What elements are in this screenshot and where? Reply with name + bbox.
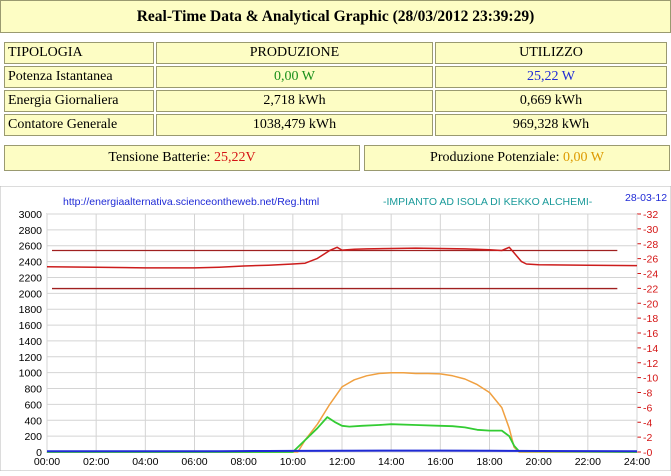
y-left-tick-label: 200 (24, 431, 42, 443)
chart-thresholds (52, 249, 618, 290)
y-right-tick-label: -4 (643, 417, 652, 429)
x-tick-label: 10:00 (280, 456, 306, 468)
y-left-tick-label: 800 (24, 384, 42, 396)
x-tick-label: 08:00 (231, 456, 257, 468)
potential-production-label: Produzione Potenziale: (430, 150, 560, 165)
battery-voltage-value: 25,22V (213, 150, 256, 165)
chart-svg: 0 200 400 600 800 1000 1200 1400 1600 1800 2000 220… (0, 185, 671, 472)
y-right-tick-label: -24 (643, 269, 658, 281)
chart-plant-text: -IMPIANTO AD ISOLA DI KEKKO ALCHEMI- (383, 196, 593, 208)
series-line-0 (46, 246, 638, 269)
chart-date-text: 28-03-12 (625, 192, 667, 204)
series-line-2 (47, 416, 638, 453)
series-line-3 (47, 449, 638, 453)
y-right-tick-label: -8 (643, 388, 652, 400)
y-left-tick-label: 0 (36, 447, 42, 459)
table-row: Potenza Istantanea 0,00 W 25,22 W (4, 66, 667, 88)
y-left-tick-label: 1000 (19, 368, 43, 380)
y-right-tick-label: -14 (643, 343, 658, 355)
y-right-tick-label: -30 (643, 224, 658, 236)
y-right-tick-label: -12 (643, 358, 658, 370)
y-right-tick-label: -10 (643, 373, 658, 385)
header-tipologia: TIPOLOGIA (4, 42, 154, 64)
chart-series (46, 246, 638, 453)
battery-voltage-cell: Tensione Batterie: 25,22V (4, 145, 360, 171)
header-utilizzo: UTILIZZO (435, 42, 667, 64)
y-right-tick-label: -6 (643, 402, 652, 414)
x-tick-label: 16:00 (427, 456, 453, 468)
y-left-tick-label: 1800 (19, 304, 43, 316)
instant-power-production: 0,00 W (156, 66, 433, 88)
y-right-tick-label: -18 (643, 313, 658, 325)
y-left-tick-label: 3000 (19, 209, 43, 221)
y-right-tick-label: -22 (643, 283, 658, 295)
row-label: Potenza Istantanea (4, 66, 154, 88)
y-left-tick-label: 1400 (19, 336, 43, 348)
y-right-tick-label: -32 (643, 209, 658, 221)
daily-energy-production: 2,718 kWh (156, 90, 433, 112)
x-tick-label: 04:00 (132, 456, 158, 468)
energy-chart: 0 200 400 600 800 1000 1200 1400 1600 1800 2000 220… (0, 185, 671, 472)
y-left-tick-label: 2400 (19, 257, 43, 269)
chart-grid (46, 213, 641, 453)
x-tick-label: 00:00 (34, 456, 60, 468)
y-left-tick-label: 2600 (19, 241, 43, 253)
x-tick-label: 22:00 (575, 456, 601, 468)
table-row: Energia Giornaliera 2,718 kWh 0,669 kWh (4, 90, 667, 112)
potential-production-value: 0,00 W (563, 150, 604, 165)
page-title: Real-Time Data & Analytical Graphic (28/… (136, 7, 535, 25)
header-produzione: PRODUZIONE (156, 42, 433, 64)
page-title-panel: Real-Time Data & Analytical Graphic (28/… (0, 0, 671, 33)
series-line-1 (47, 371, 637, 453)
daily-energy-usage: 0,669 kWh (435, 90, 667, 112)
y-right-tick-label: -0 (643, 447, 652, 459)
y-right-tick-label: -2 (643, 432, 652, 444)
y-left-tick-label: 2800 (19, 225, 43, 237)
status-row: Tensione Batterie: 25,22V Produzione Pot… (4, 145, 670, 171)
y-left-tick-label: 2000 (19, 288, 43, 300)
row-label: Energia Giornaliera (4, 90, 154, 112)
y-left-tick-label: 2200 (19, 272, 43, 284)
y-right-tick-label: -16 (643, 328, 658, 340)
total-meter-usage: 969,328 kWh (435, 114, 667, 136)
table-row: Contatore Generale 1038,479 kWh 969,328 … (4, 114, 667, 136)
total-meter-production: 1038,479 kWh (156, 114, 433, 136)
y-right-tick-label: -20 (643, 298, 658, 310)
row-label: Contatore Generale (4, 114, 154, 136)
x-tick-label: 14:00 (378, 456, 404, 468)
x-tick-label: 12:00 (329, 456, 355, 468)
chart-labels: 0 200 400 600 800 1000 1200 1400 1600 1800 2000 220… (19, 209, 659, 468)
y-right-tick-label: -26 (643, 254, 658, 266)
potential-production-cell: Produzione Potenziale: 0,00 W (364, 145, 670, 171)
x-tick-label: 02:00 (83, 456, 109, 468)
x-tick-label: 18:00 (476, 456, 502, 468)
table-header-row: TIPOLOGIA PRODUZIONE UTILIZZO (4, 42, 667, 64)
instant-power-usage: 25,22 W (435, 66, 667, 88)
x-tick-label: 24:00 (624, 456, 650, 468)
battery-voltage-label: Tensione Batterie: (108, 150, 211, 165)
y-left-tick-label: 1600 (19, 320, 43, 332)
x-tick-label: 20:00 (526, 456, 552, 468)
chart-url-text: http://energiaalternativa.scienceonthewe… (63, 196, 319, 208)
y-right-tick-label: -28 (643, 239, 658, 251)
y-left-tick-label: 1200 (19, 352, 43, 364)
energy-data-table: TIPOLOGIA PRODUZIONE UTILIZZO Potenza Is… (2, 40, 669, 138)
x-tick-label: 06:00 (181, 456, 207, 468)
y-left-tick-label: 400 (24, 415, 42, 427)
y-left-tick-label: 600 (24, 399, 42, 411)
